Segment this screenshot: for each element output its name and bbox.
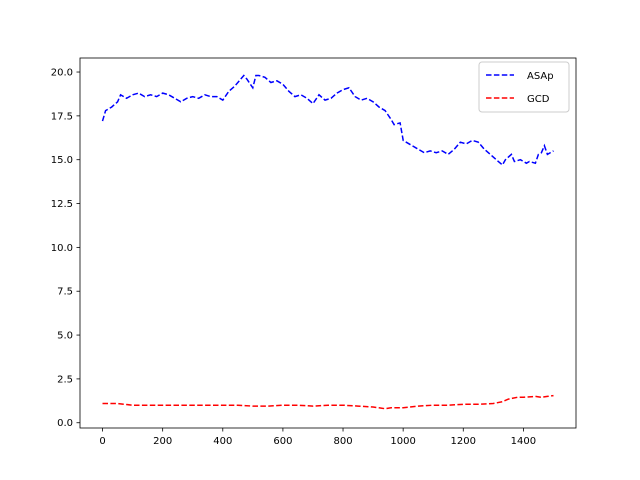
- x-tick-label: 400: [213, 436, 232, 447]
- x-tick-label: 1200: [451, 436, 476, 447]
- y-tick-label: 5.0: [57, 331, 73, 342]
- x-tick-label: 1000: [390, 436, 415, 447]
- y-tick-label: 15.0: [51, 155, 73, 166]
- y-tick-label: 17.5: [51, 111, 73, 122]
- x-axis: 0 200 400 600 800 1000 1200 1400: [99, 428, 536, 447]
- legend: ASAp GCD: [478, 61, 570, 113]
- plot-frame: [79, 57, 577, 429]
- legend-label-gcd: GCD: [527, 94, 550, 105]
- x-tick-label: 200: [153, 436, 172, 447]
- x-tick-label: 600: [273, 436, 292, 447]
- legend-label-asap: ASAp: [527, 71, 554, 82]
- y-tick-label: 2.5: [57, 374, 73, 385]
- y-tick-label: 20.0: [51, 68, 73, 79]
- x-tick-label: 800: [333, 436, 352, 447]
- y-axis: 0.0 2.5 5.0 7.5 10.0 12.5 15.0 17.5 20.0: [51, 68, 80, 429]
- legend-box: [478, 61, 570, 113]
- series-line-gcd: [102, 394, 554, 410]
- plot-lines: [101, 74, 554, 410]
- y-tick-label: 7.5: [57, 287, 73, 298]
- series-line-asap: [101, 74, 554, 167]
- y-tick-label: 12.5: [51, 199, 73, 210]
- y-tick-label: 0.0: [57, 418, 73, 429]
- x-tick-label: 1400: [511, 436, 536, 447]
- y-tick-label: 10.0: [51, 243, 73, 254]
- x-tick-label: 0: [99, 436, 105, 447]
